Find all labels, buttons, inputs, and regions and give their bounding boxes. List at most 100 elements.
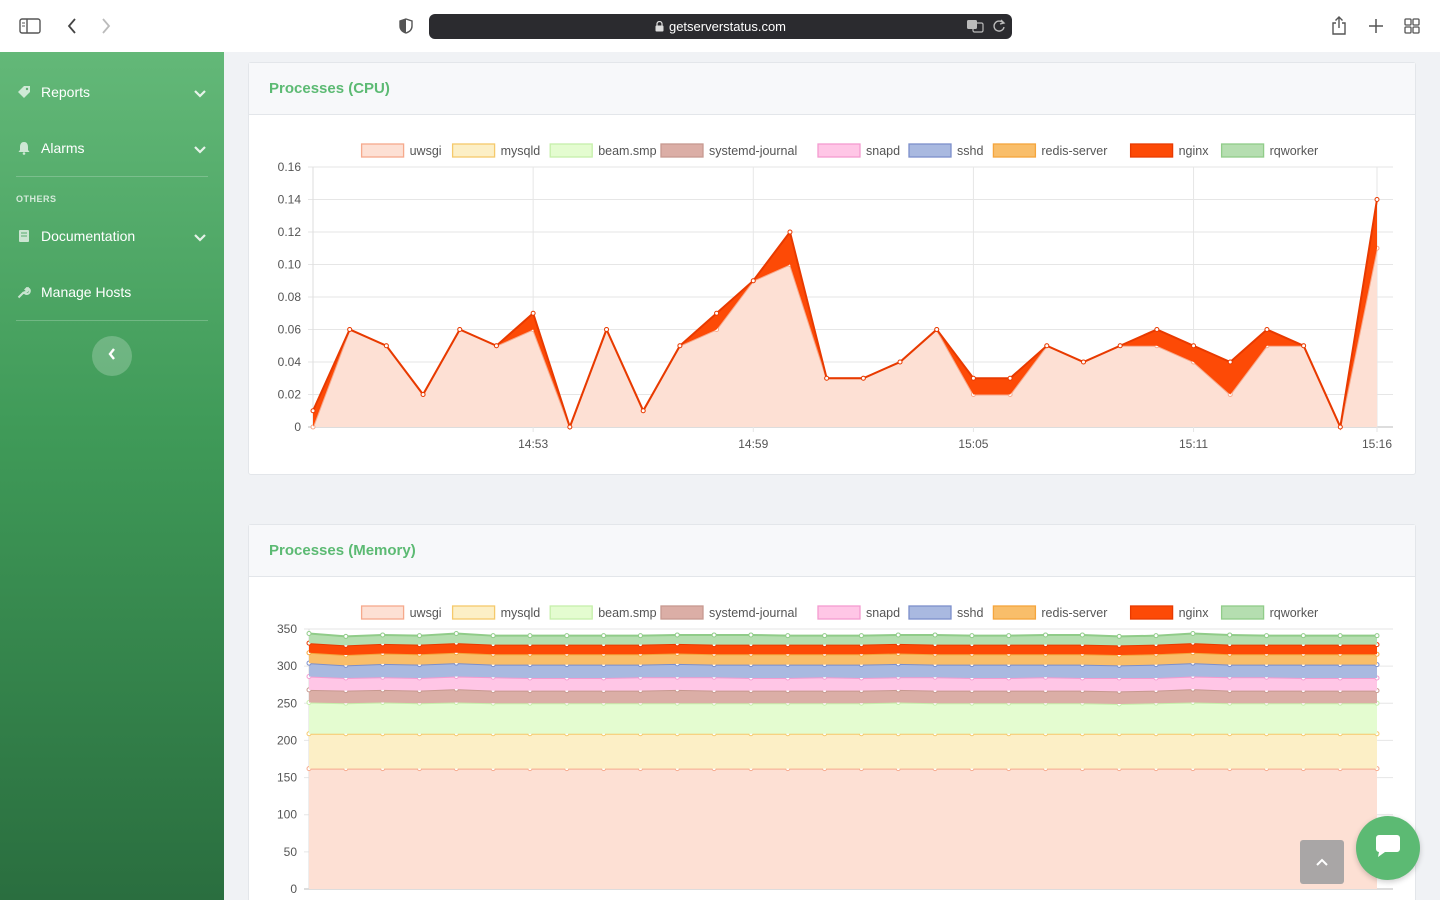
data-point-rqworker[interactable] — [490, 633, 496, 639]
legend-item-systemd-journal[interactable]: systemd-journal — [660, 143, 797, 158]
chat-button[interactable] — [1356, 816, 1420, 880]
legend-label: rqworker — [1270, 606, 1319, 620]
data-point-rqworker[interactable] — [453, 630, 459, 636]
data-point-nginx[interactable] — [1264, 327, 1270, 332]
data-point-nginx[interactable] — [1044, 343, 1050, 349]
data-point-nginx[interactable] — [1080, 359, 1086, 365]
sidebar-item-documentation[interactable]: Documentation — [0, 216, 224, 256]
series-area-mysqld — [309, 733, 1377, 769]
legend-item-snapd[interactable]: snapd — [817, 143, 900, 158]
legend-item-redis-server[interactable]: redis-server — [992, 605, 1107, 620]
scroll-to-top-button[interactable] — [1300, 840, 1344, 884]
chevron-down-icon — [194, 141, 206, 157]
data-point-nginx[interactable] — [457, 327, 463, 332]
data-point-rqworker[interactable] — [1006, 633, 1012, 639]
data-point-nginx[interactable] — [604, 327, 610, 332]
reload-icon[interactable] — [992, 18, 1006, 37]
data-point-rqworker[interactable] — [674, 632, 680, 638]
data-point-nginx[interactable] — [383, 343, 389, 349]
legend-item-nginx[interactable]: nginx — [1129, 143, 1210, 158]
data-point-rqworker[interactable] — [1300, 633, 1306, 639]
data-point-nginx[interactable] — [347, 327, 353, 332]
legend-item-sshd[interactable]: sshd — [908, 143, 983, 158]
memory-chart-card: Processes (Memory) uwsgi mysqld beam.smp sy… — [248, 524, 1416, 900]
data-point-rqworker[interactable] — [711, 632, 717, 638]
data-point-rqworker[interactable] — [343, 633, 349, 639]
data-point-rqworker[interactable] — [564, 633, 570, 639]
data-point-rqworker[interactable] — [1374, 633, 1380, 639]
legend-item-systemd-journal[interactable]: systemd-journal — [660, 605, 797, 620]
data-point-nginx[interactable] — [970, 375, 976, 381]
data-point-nginx[interactable] — [1007, 375, 1013, 381]
data-point-nginx[interactable] — [860, 375, 866, 381]
sidebar-item-reports[interactable]: Reports — [0, 72, 224, 112]
sidebar-collapse-button[interactable] — [92, 336, 132, 376]
data-point-nginx[interactable] — [640, 408, 646, 414]
data-point-nginx[interactable] — [897, 359, 903, 365]
data-point-nginx[interactable] — [1374, 197, 1380, 202]
data-point-nginx[interactable] — [750, 278, 756, 284]
data-point-nginx[interactable] — [714, 310, 720, 316]
data-point-nginx[interactable] — [1337, 424, 1343, 430]
sidebar-item-alarms[interactable]: Alarms — [0, 128, 224, 168]
data-point-rqworker[interactable] — [932, 632, 938, 638]
legend-item-sshd[interactable]: sshd — [908, 605, 983, 620]
sidebar-item-manage-hosts[interactable]: Manage Hosts — [0, 272, 224, 312]
legend-item-nginx[interactable]: nginx — [1129, 605, 1210, 620]
forward-icon[interactable] — [94, 14, 118, 38]
data-point-rqworker[interactable] — [1190, 630, 1196, 636]
back-icon[interactable] — [60, 14, 84, 38]
translate-icon[interactable] — [966, 18, 984, 37]
sidebar-toggle-icon[interactable] — [18, 14, 42, 38]
data-point-nginx[interactable] — [824, 375, 830, 381]
data-point-rqworker[interactable] — [895, 632, 901, 638]
legend-item-redis-server[interactable]: redis-server — [992, 143, 1107, 158]
data-point-nginx[interactable] — [677, 343, 683, 349]
data-point-rqworker[interactable] — [1043, 632, 1049, 638]
new-tab-icon[interactable] — [1364, 14, 1388, 38]
data-point-nginx[interactable] — [934, 327, 940, 332]
legend-item-mysqld[interactable]: mysqld — [451, 605, 541, 620]
data-point-rqworker[interactable] — [527, 633, 533, 639]
legend-item-snapd[interactable]: snapd — [817, 605, 900, 620]
data-point-nginx[interactable] — [310, 408, 316, 414]
data-point-rqworker[interactable] — [1264, 633, 1270, 639]
legend-item-rqworker[interactable]: rqworker — [1220, 143, 1319, 158]
data-point-nginx[interactable] — [493, 343, 499, 349]
data-point-rqworker[interactable] — [380, 632, 386, 638]
data-point-nginx[interactable] — [420, 392, 426, 397]
data-point-rqworker[interactable] — [1227, 632, 1233, 638]
y-tick-label: 200 — [277, 733, 297, 747]
data-point-nginx[interactable] — [1191, 343, 1197, 349]
shield-icon[interactable] — [394, 14, 418, 38]
data-point-nginx[interactable] — [567, 424, 573, 430]
tab-overview-icon[interactable] — [1400, 14, 1424, 38]
data-point-rqworker[interactable] — [637, 633, 643, 639]
data-point-rqworker[interactable] — [822, 633, 828, 639]
data-point-rqworker[interactable] — [601, 633, 607, 639]
data-point-nginx[interactable] — [1301, 343, 1307, 349]
data-point-rqworker[interactable] — [416, 633, 422, 639]
legend-item-uwsgi[interactable]: uwsgi — [360, 143, 442, 158]
data-point-nginx[interactable] — [530, 310, 536, 316]
data-point-nginx[interactable] — [787, 229, 793, 235]
data-point-rqworker[interactable] — [858, 633, 864, 639]
data-point-rqworker[interactable] — [1116, 633, 1122, 639]
legend-item-beam-smp[interactable]: beam.smp — [549, 605, 657, 620]
data-point-nginx[interactable] — [1117, 343, 1123, 349]
data-point-rqworker[interactable] — [1079, 632, 1085, 638]
legend-item-mysqld[interactable]: mysqld — [451, 143, 541, 158]
address-bar[interactable]: getserverstatus.com — [429, 14, 1012, 39]
legend-item-uwsgi[interactable]: uwsgi — [360, 605, 442, 620]
data-point-rqworker[interactable] — [969, 633, 975, 639]
data-point-nginx[interactable] — [1227, 359, 1233, 365]
data-point-rqworker[interactable] — [1337, 633, 1343, 639]
data-point-nginx[interactable] — [1154, 327, 1160, 332]
share-icon[interactable] — [1327, 14, 1351, 38]
legend-item-beam-smp[interactable]: beam.smp — [549, 143, 657, 158]
data-point-rqworker[interactable] — [748, 632, 754, 638]
legend-item-rqworker[interactable]: rqworker — [1220, 605, 1319, 620]
data-point-rqworker[interactable] — [785, 633, 791, 639]
data-point-rqworker[interactable] — [306, 630, 312, 636]
data-point-rqworker[interactable] — [1153, 633, 1159, 639]
